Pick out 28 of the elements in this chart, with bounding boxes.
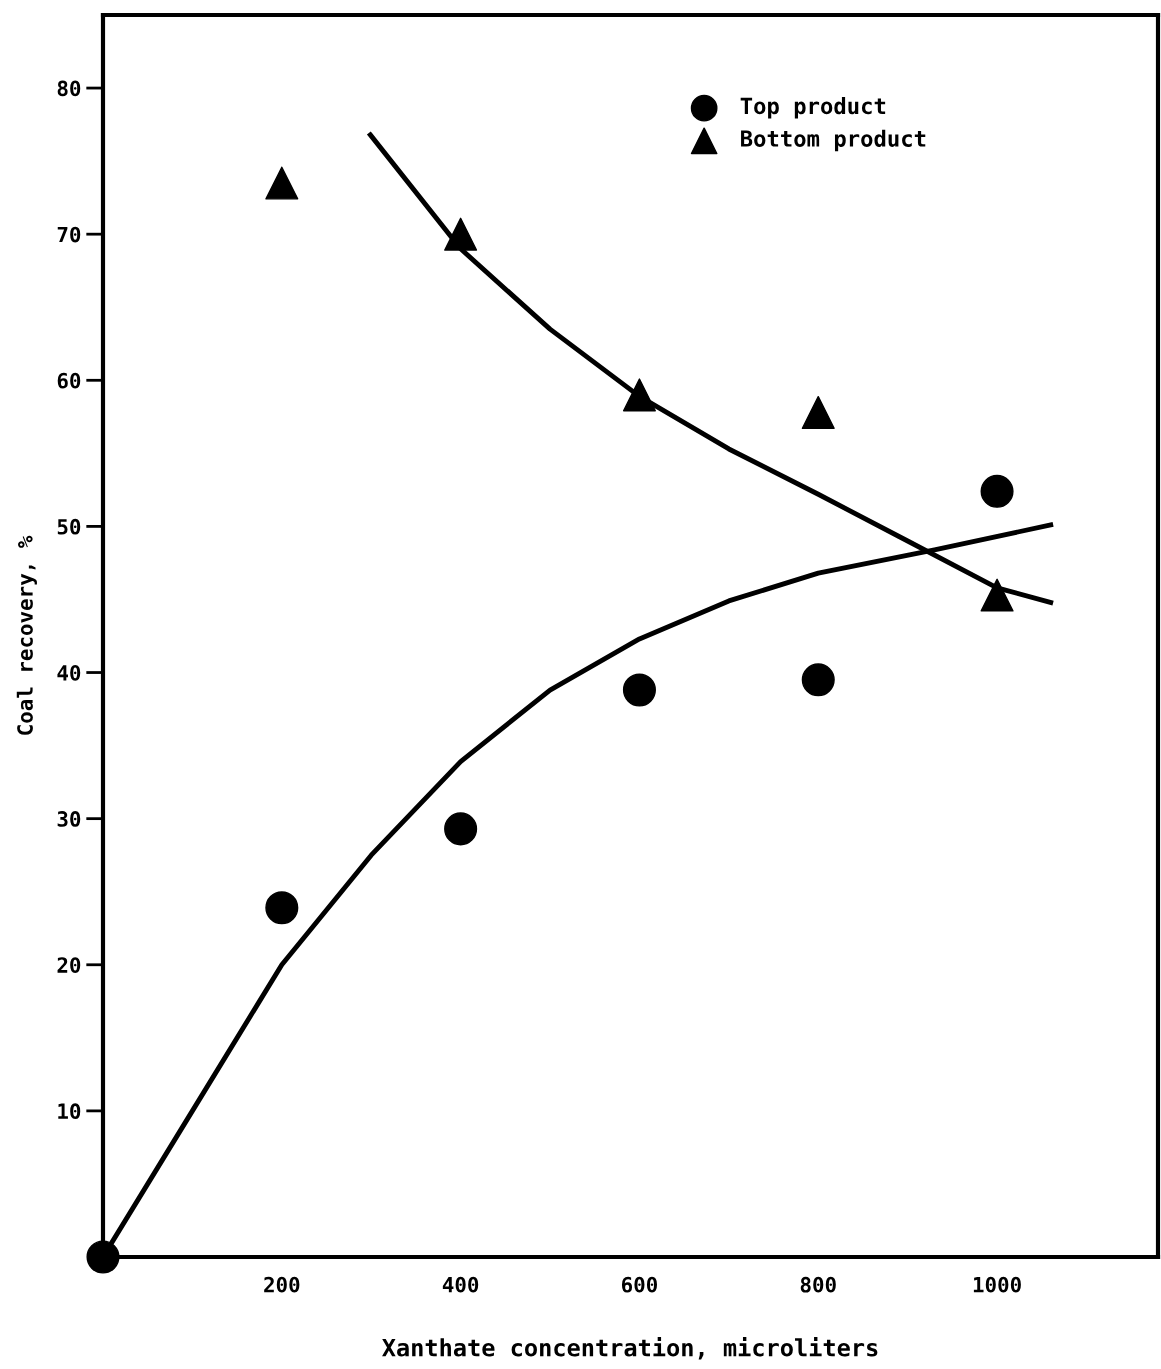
x-tick-label: 200 [264,1276,300,1293]
point [622,378,656,412]
x-tick-label: 1000 [973,1276,1021,1293]
point [265,166,299,200]
x-tick-label: 800 [800,1276,836,1293]
y-tick-label: 60 [57,372,81,389]
x-tick-label: 400 [442,1276,479,1293]
x-axis-title: Xanthate concentration, microliters [382,1337,878,1360]
point [980,474,1014,508]
legend-label: Top product [740,97,886,119]
x-tick-label: 600 [621,1276,658,1293]
point [444,812,478,846]
y-tick-label: 20 [57,957,81,973]
point [801,663,835,697]
y-tick-label: 30 [57,811,81,827]
point [801,395,835,429]
point [980,578,1014,612]
y-tick-label: 70 [57,226,81,243]
legend-label: Bottom product [741,129,926,152]
y-tick-label: 40 [57,664,81,681]
y-axis-title: Coal recovery, % [16,535,37,735]
point [86,1240,120,1274]
point [444,217,478,251]
point [265,891,299,925]
y-tick-label: 50 [57,518,81,535]
point [622,673,656,707]
y-tick-label: 10 [58,1103,81,1120]
y-tick-label: 80 [57,80,81,97]
